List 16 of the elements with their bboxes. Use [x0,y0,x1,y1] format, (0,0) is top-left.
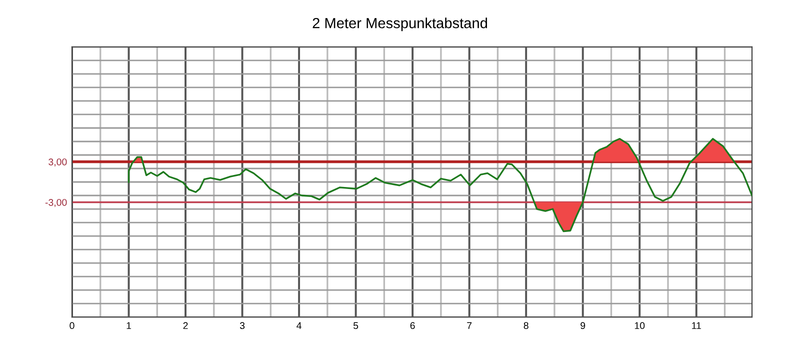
x-tick-label: 8 [524,322,528,330]
x-tick-label: 0 [70,322,74,330]
x-tick-label: 3 [240,322,245,330]
x-tick-label: 6 [410,322,415,330]
chart-title: 2 Meter Messpunktabstand [312,18,488,32]
x-tick-label: 10 [634,322,645,330]
line-series [128,138,752,232]
y-tick-label: 3,00 [48,158,67,167]
y-tick-label: -3,00 [45,198,67,208]
x-tick-label: 2 [183,322,188,329]
x-tick-label: 9 [580,322,586,330]
x-tick-label: 7 [467,322,472,329]
x-tick-label: 4 [296,322,302,329]
x-tick-label: 1 [126,322,131,329]
x-tick-label: 5 [353,322,358,330]
x-tick-label: 11 [692,322,701,329]
